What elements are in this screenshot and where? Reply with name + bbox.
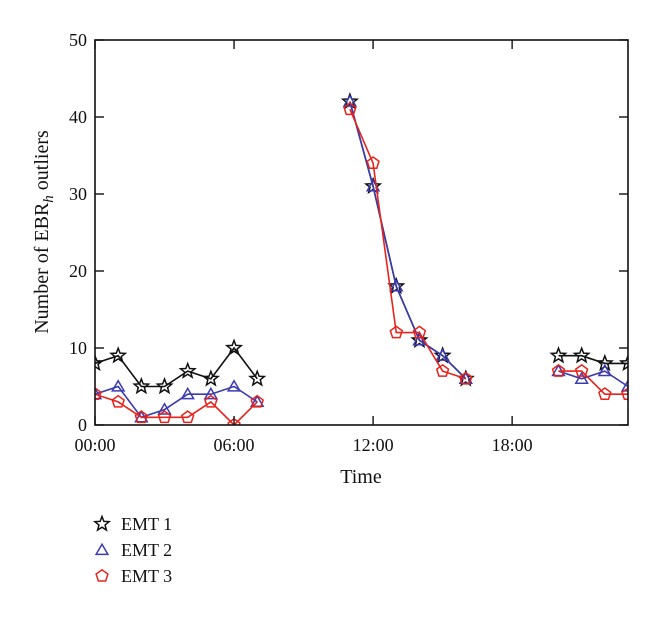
data-point bbox=[227, 417, 241, 425]
data-point bbox=[340, 92, 360, 110]
series-emt3 bbox=[95, 102, 628, 425]
legend-item-emt2: EMT 2 bbox=[94, 540, 172, 560]
legend-marker-triangle-icon bbox=[94, 542, 110, 556]
x-tick-label: 00:00 bbox=[74, 435, 115, 455]
data-point bbox=[574, 371, 589, 384]
legend-label-emt1: EMT 1 bbox=[121, 514, 172, 534]
x-tick-label: 12:00 bbox=[353, 435, 394, 455]
data-point bbox=[224, 338, 244, 356]
plot-frame bbox=[94, 39, 629, 426]
data-point bbox=[226, 379, 242, 392]
data-point bbox=[621, 387, 628, 400]
axis-ticks: 00:00 06:00 12:00 18:00 0 10 20 30 40 50 bbox=[69, 30, 628, 455]
x-tick-label: 06:00 bbox=[214, 435, 255, 455]
data-point bbox=[435, 363, 450, 377]
data-point bbox=[134, 410, 149, 424]
data-point bbox=[95, 353, 105, 372]
data-point bbox=[178, 361, 197, 379]
x-axis-label: Time bbox=[340, 466, 382, 488]
y-tick-label: 10 bbox=[69, 338, 87, 358]
data-point bbox=[620, 379, 628, 392]
series-line bbox=[558, 370, 628, 388]
data-point bbox=[387, 276, 406, 295]
data-point bbox=[412, 325, 427, 339]
y-tick-label: 20 bbox=[69, 261, 87, 281]
series-line bbox=[349, 101, 467, 380]
data-point bbox=[342, 94, 358, 107]
y-axis-label-subscript: h bbox=[41, 195, 57, 203]
data-point bbox=[180, 386, 195, 400]
data-point bbox=[250, 394, 264, 408]
data-point bbox=[203, 386, 219, 400]
y-axis-label-prefix: Number of EBR bbox=[31, 202, 53, 334]
legend: EMT 1 EMT 2 EMT 3 bbox=[92, 514, 172, 586]
data-point bbox=[204, 394, 218, 408]
legend-marker bbox=[94, 542, 110, 556]
legend-marker bbox=[95, 568, 109, 582]
series-line bbox=[95, 346, 258, 388]
data-point bbox=[572, 346, 591, 364]
plot-area bbox=[95, 92, 628, 425]
data-point bbox=[95, 387, 102, 400]
data-point bbox=[109, 346, 128, 364]
series-line bbox=[558, 370, 628, 396]
legend-marker-star-icon bbox=[92, 514, 112, 532]
data-point bbox=[433, 346, 452, 364]
legend-label-emt2: EMT 2 bbox=[121, 540, 172, 560]
data-point bbox=[618, 353, 628, 372]
series-line bbox=[349, 108, 467, 380]
legend-item-emt1: EMT 1 bbox=[92, 514, 172, 534]
y-tick-label: 30 bbox=[69, 184, 87, 204]
data-point bbox=[155, 376, 174, 395]
legend-label-emt3: EMT 3 bbox=[121, 566, 172, 586]
data-point bbox=[248, 369, 267, 387]
data-point bbox=[157, 402, 172, 415]
data-point bbox=[95, 386, 103, 400]
data-point bbox=[110, 379, 126, 392]
legend-marker-pentagon-icon bbox=[95, 568, 109, 582]
data-point bbox=[180, 410, 195, 424]
data-point bbox=[410, 330, 429, 349]
legend-marker bbox=[92, 514, 112, 532]
legend-item-emt3: EMT 3 bbox=[95, 566, 172, 586]
data-point bbox=[366, 156, 380, 169]
y-tick-label: 40 bbox=[69, 107, 87, 127]
y-axis-label-suffix: outliers bbox=[31, 130, 53, 195]
data-point bbox=[574, 363, 589, 377]
data-point bbox=[549, 346, 568, 364]
data-point bbox=[551, 363, 566, 377]
data-point bbox=[435, 348, 450, 361]
y-tick-label: 0 bbox=[78, 415, 87, 435]
x-tick-label: 18:00 bbox=[492, 435, 533, 455]
series-emt1 bbox=[95, 92, 628, 395]
y-tick-label: 50 bbox=[69, 30, 87, 50]
data-point bbox=[412, 332, 427, 346]
series-line bbox=[558, 354, 628, 365]
data-point bbox=[157, 410, 172, 424]
data-point bbox=[459, 371, 473, 385]
data-point bbox=[597, 363, 613, 377]
data-point bbox=[201, 369, 220, 387]
data-point bbox=[111, 394, 125, 408]
data-point bbox=[598, 387, 612, 400]
data-point bbox=[132, 376, 151, 395]
y-axis-label: Number of EBRh outliers bbox=[31, 130, 57, 334]
data-point bbox=[389, 325, 404, 339]
data-point bbox=[343, 102, 357, 116]
data-point bbox=[389, 279, 404, 292]
series-emt2 bbox=[95, 94, 628, 423]
series-line bbox=[349, 101, 467, 380]
